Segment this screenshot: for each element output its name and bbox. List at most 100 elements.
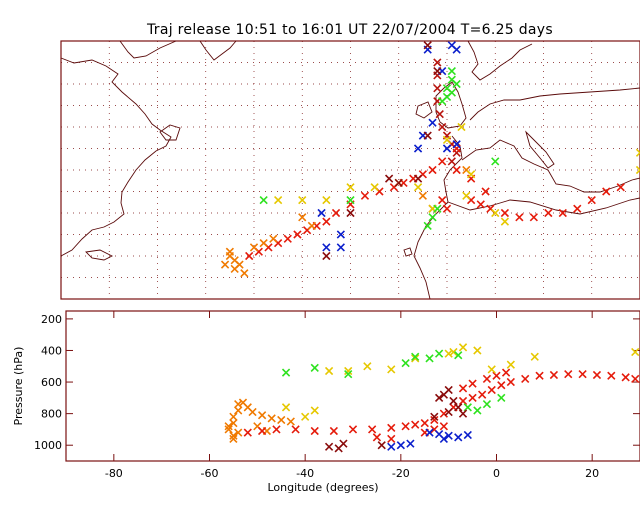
pressure-marker [607, 371, 616, 380]
map-marker [259, 195, 268, 205]
pressure-marker [406, 439, 415, 448]
map-marker [438, 122, 447, 132]
pressure-marker [387, 434, 396, 444]
map-marker [433, 66, 442, 76]
coastline-africa-north [447, 197, 640, 215]
pressure-marker [234, 428, 243, 437]
pressure-marker [444, 385, 453, 395]
pressure-marker [482, 374, 492, 384]
x-tick-label: 0 [493, 467, 500, 480]
pressure-marker [430, 412, 439, 421]
pressure-marker [324, 442, 334, 451]
map-marker [336, 243, 345, 252]
map-marker [447, 66, 456, 76]
map-marker [428, 165, 437, 175]
pressure-marker [578, 370, 587, 379]
pressure-marker [458, 384, 468, 393]
map-marker [283, 234, 292, 243]
map-marker [230, 264, 239, 274]
pressure-marker [449, 396, 458, 406]
map-marker [317, 208, 326, 218]
map-marker [529, 213, 538, 222]
pressure-marker [248, 407, 257, 417]
map-marker [394, 178, 403, 188]
pressure-marker [401, 358, 410, 368]
map-marker [225, 247, 235, 256]
pressure-plot-frame [65, 310, 640, 462]
pressure-marker [454, 351, 463, 360]
coastline-greenland [199, 40, 237, 61]
map-marker [462, 191, 471, 200]
map-marker [457, 122, 466, 132]
map-marker [616, 183, 625, 192]
map-marker [447, 88, 456, 97]
map-marker [491, 208, 500, 218]
pressure-marker [444, 431, 453, 440]
pressure-marker [458, 396, 468, 406]
pressure-marker [368, 425, 377, 434]
map-marker [322, 251, 331, 261]
x-axis-label: Longitude (degrees) [267, 481, 378, 494]
y-tick-label: 1000 [34, 439, 62, 452]
pressure-marker [411, 352, 420, 361]
pressure-marker [387, 365, 396, 374]
map-marker [635, 165, 640, 175]
coastline-great-britain [435, 81, 467, 129]
map-gridlines [61, 41, 640, 299]
map-marker [438, 97, 447, 106]
map-marker [500, 217, 510, 226]
map-marker [322, 243, 331, 252]
pressure-marker [506, 360, 515, 369]
map-marker [336, 230, 345, 239]
pressure-marker [454, 433, 463, 442]
map-marker [491, 157, 500, 166]
pressure-marker [501, 368, 511, 377]
pressure-marker [434, 393, 444, 402]
map-marker [384, 174, 394, 183]
pressure-marker [411, 420, 420, 429]
x-tick-label: 20 [585, 467, 599, 480]
map-marker [573, 204, 582, 213]
y-tick-label: 200 [41, 313, 62, 326]
pressure-marker [324, 366, 334, 376]
map-marker [442, 204, 452, 213]
map-marker [433, 84, 442, 93]
pressure-marker [478, 390, 487, 399]
map-marker [298, 195, 307, 205]
y-tick-label: 800 [41, 408, 62, 421]
map-marker [298, 213, 307, 222]
pressure-marker [425, 428, 434, 437]
pressure-marker [439, 422, 449, 431]
map-marker [428, 118, 437, 127]
pressure-marker [592, 370, 602, 380]
coastline-cuba [85, 249, 114, 261]
map-marker [269, 234, 278, 243]
map-marker [635, 148, 640, 157]
x-tick-label: -80 [105, 467, 123, 480]
pressure-marker [463, 430, 472, 440]
map-marker [481, 187, 490, 196]
map-marker [442, 135, 452, 145]
pressure-marker [621, 373, 630, 382]
pressure-marker [444, 407, 453, 417]
coastlines [60, 40, 640, 300]
pressure-marker [281, 368, 291, 377]
pressure-marker [631, 347, 640, 357]
coastline-ireland [415, 101, 433, 119]
map-marker [500, 208, 510, 218]
map-marker [370, 183, 379, 192]
pressure-marker [468, 379, 477, 388]
pressure-marker [449, 347, 458, 357]
map-trajectory-markers [220, 41, 640, 278]
map-marker [346, 208, 355, 218]
pressure-marker [535, 371, 544, 380]
pressure-marker [482, 400, 492, 409]
pressure-marker [272, 425, 281, 434]
pressure-marker [224, 422, 233, 431]
coastline-mediterranean [461, 139, 640, 193]
map-marker [476, 200, 485, 209]
pressure-marker [549, 370, 559, 380]
pressure-marker [234, 406, 243, 415]
pressure-marker [229, 418, 238, 428]
